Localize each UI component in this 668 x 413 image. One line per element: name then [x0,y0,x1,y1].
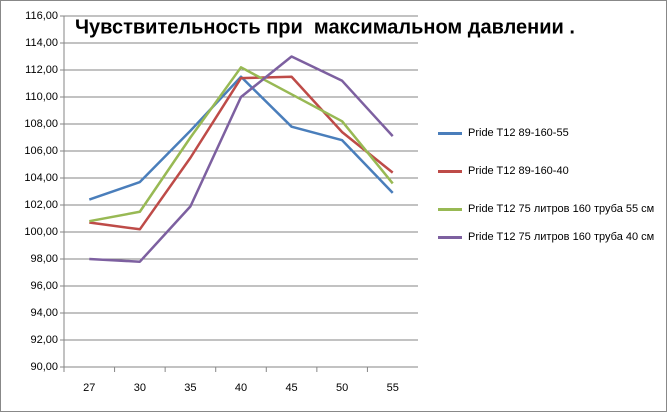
legend-swatch [438,236,462,239]
y-tick-label: 116,00 [25,10,58,22]
y-tick-label: 90,00 [30,361,58,373]
legend-swatch [438,170,462,173]
x-tick-label: 45 [285,382,297,394]
series-line [89,55,394,263]
y-tick-label: 112,00 [25,64,58,76]
legend-item: Pride T12 89-160-40 [438,163,656,179]
series-line [89,66,394,223]
y-tick-label: 92,00 [30,334,58,346]
y-tick-label: 110,00 [25,91,58,103]
legend-swatch [438,208,462,211]
y-tick-label: 100,00 [24,226,58,238]
chart-title: Чувствительность при максимальном давлен… [75,16,575,38]
y-tick-label: 102,00 [24,199,58,211]
y-tick-label: 104,00 [24,172,58,184]
legend-label: Pride T12 89-160-40 [468,165,569,177]
y-tick-label: 96,00 [30,280,58,292]
x-tick-label: 50 [336,382,348,394]
y-tick-label: 94,00 [30,307,58,319]
legend-swatch [438,132,462,135]
y-tick-label: 106,00 [24,145,58,157]
x-tick-label: 35 [184,382,196,394]
legend-label: Pride T12 89-160-55 [468,127,569,139]
y-tick-label: 108,00 [24,118,58,130]
legend-item: Pride T12 75 литров 160 труба 55 см [438,201,656,217]
x-tick-label: 55 [387,382,399,394]
x-tick-label: 30 [134,382,146,394]
x-tick-label: 27 [83,382,95,394]
series-line [89,75,394,231]
legend-item: Pride T12 89-160-55 [438,125,656,141]
y-tick-label: 114,00 [25,37,58,49]
x-tick-label: 40 [235,382,247,394]
legend: Pride T12 89-160-55 Pride T12 89-160-40 Pr… [438,125,656,257]
series-line [88,75,394,201]
legend-item: Pride T12 75 литров 160 труба 40 см [438,229,656,245]
legend-label: Pride T12 75 литров 160 труба 55 см [468,203,655,215]
y-tick-label: 98,00 [30,253,58,265]
legend-label: Pride T12 75 литров 160 труба 40 см [468,231,655,243]
